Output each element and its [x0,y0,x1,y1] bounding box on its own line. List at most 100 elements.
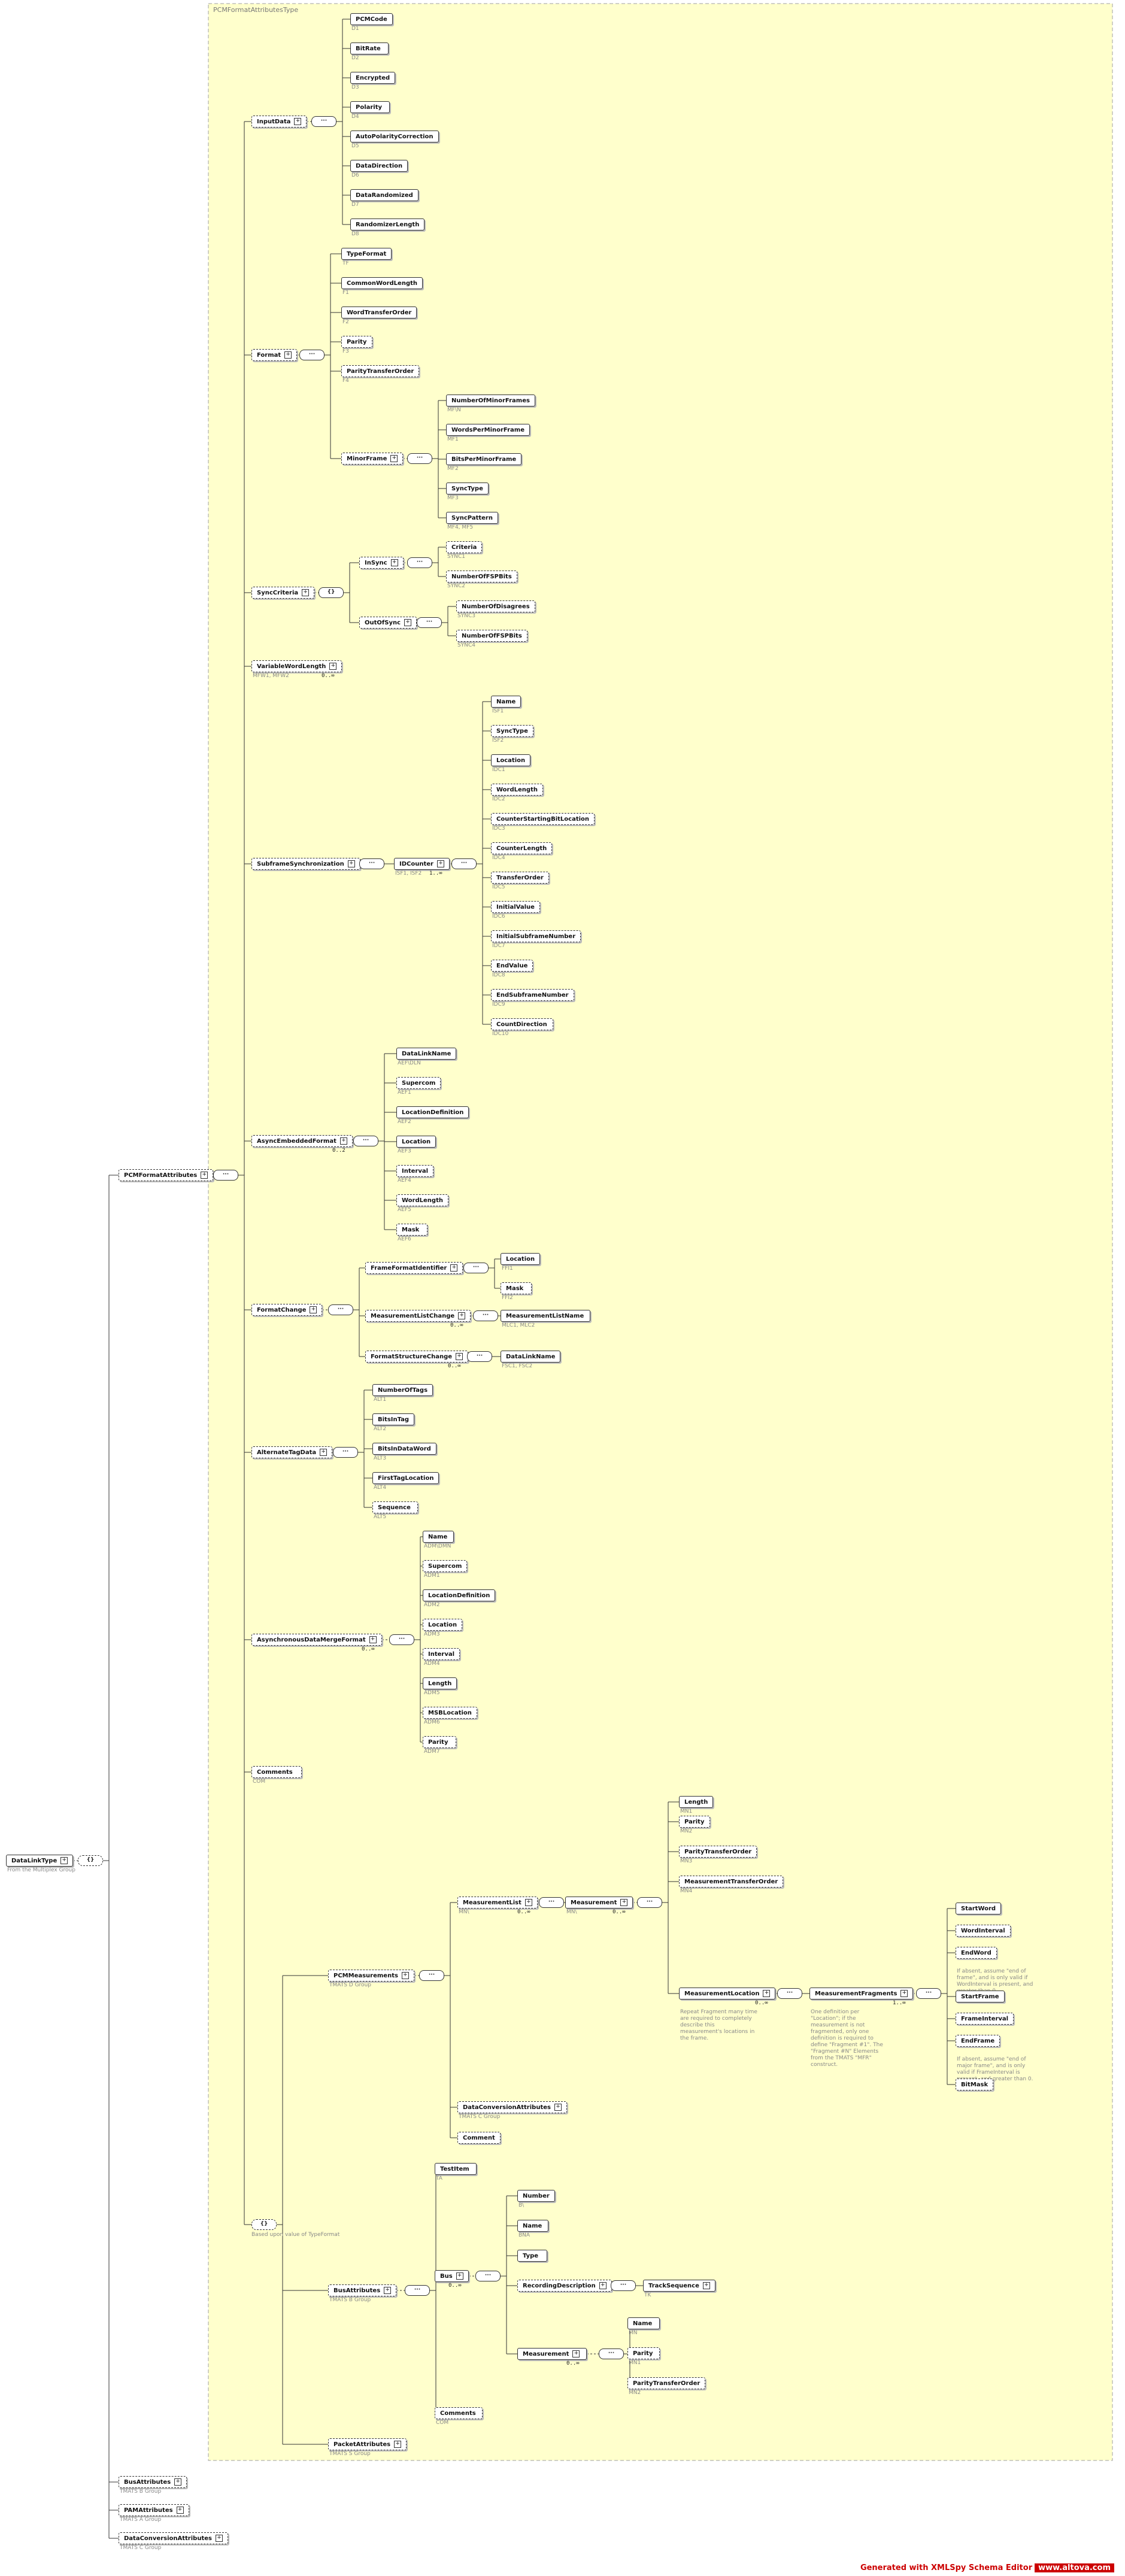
element-mask-ffid-mask[interactable]: Mask [501,1282,532,1294]
element-location-am-loc[interactable]: Location [423,1619,463,1631]
choice-compositor-dlt-choice[interactable]: {} [78,1855,103,1866]
element-test-item-testitem[interactable]: TestItem [435,2163,477,2175]
expand-icon[interactable]: + [554,2104,562,2111]
element-interval-am-interval[interactable]: Interval [423,1648,460,1660]
element-measurement-transfer-order-m-mto[interactable]: MeasurementTransferOrder [679,1876,784,1888]
element-parity-am-parity[interactable]: Parity [423,1736,456,1748]
element-sync-criteria-synccrit[interactable]: SyncCriteria + [251,587,315,599]
expand-icon[interactable]: + [284,351,292,359]
element-end-subframe-number-sf-esfn[interactable]: EndSubframeNumber [491,989,574,1001]
element-sync-pattern-syncpattern[interactable]: SyncPattern [446,512,498,524]
element-word-length-ae-wl[interactable]: WordLength [396,1194,448,1206]
element-end-word-mf-ew[interactable]: EndWord [956,1947,997,1959]
element-auto-polarity-correction-autopol[interactable]: AutoPolarityCorrection [350,131,439,142]
element-words-per-minor-frame-wpm[interactable]: WordsPerMinorFrame [446,424,530,436]
sequence-compositor-outofsync-seq[interactable]: ··· [417,617,442,628]
sequence-compositor-measlist-seq[interactable]: ··· [539,1897,564,1908]
element-asynchronous-data-merge-format-asyncmerge[interactable]: AsynchronousDataMergeFormat + [251,1634,382,1646]
element-supercom-am-super[interactable]: Supercom [423,1560,468,1572]
element-format-change-formatchange[interactable]: FormatChange + [251,1304,323,1316]
element-data-conversion-attributes-dca[interactable]: DataConversionAttributes + [457,2101,567,2113]
element-word-transfer-order-wordto[interactable]: WordTransferOrder [341,307,417,318]
element-number-of-disagrees-ndisagree[interactable]: NumberOfDisagrees [456,600,535,612]
element-parity-transfer-order-parityto[interactable]: ParityTransferOrder [341,365,420,377]
element-measurement-b-meas[interactable]: Measurement + [517,2348,587,2360]
element-pcmcode-pcmcode[interactable]: PCMCode [350,13,393,25]
expand-icon[interactable]: + [176,2507,184,2514]
sequence-compositor-pcmmeas-seq[interactable]: ··· [419,1970,444,1981]
element-parity-transfer-order-bm-pto[interactable]: ParityTransferOrder [627,2377,706,2389]
element-data-conversion-attributes-dcattributes2[interactable]: DataConversionAttributes + [119,2532,228,2544]
element-name-sf-name[interactable]: Name [491,696,521,708]
element-minor-frame-minorframe[interactable]: MinorFrame + [341,453,404,465]
expand-icon[interactable]: + [347,860,355,867]
element-encrypted-encrypted[interactable]: Encrypted [350,72,396,84]
element-end-frame-mf-ef[interactable]: EndFrame [956,2035,1000,2047]
expand-icon[interactable]: + [456,1353,463,1360]
expand-icon[interactable]: + [329,663,337,670]
element-location-definition-ae-locdef[interactable]: LocationDefinition [396,1106,469,1118]
element-type-b-type[interactable]: Type [517,2250,547,2262]
expand-icon[interactable]: + [390,455,398,462]
expand-icon[interactable]: + [369,1636,377,1643]
choice-compositor-synccrit-choice[interactable]: {} [319,587,344,598]
element-sequence-at-seq[interactable]: Sequence [372,1501,418,1513]
element-measurement-list-change-mlc[interactable]: MeasurementListChange + [365,1310,471,1322]
element-location-ae-loc[interactable]: Location [396,1136,436,1148]
element-first-tag-location-at-ftl[interactable]: FirstTagLocation [372,1472,439,1484]
element-recording-description-recdesc[interactable]: RecordingDescription + [517,2280,612,2292]
sequence-compositor-mlc-seq[interactable]: ··· [473,1310,498,1321]
sequence-compositor-asyncmerge-seq[interactable]: ··· [389,1634,414,1645]
sequence-compositor-measurement-seq[interactable]: ··· [637,1897,662,1908]
expand-icon[interactable]: + [215,2535,223,2542]
element-number-of-fspbits-nfspbits2[interactable]: NumberOfFSPBits [456,630,527,642]
element-end-value-sf-end[interactable]: EndValue [491,960,533,972]
element-randomizer-length-randlen[interactable]: RandomizerLength [350,219,425,230]
element-polarity-polarity[interactable]: Polarity [350,101,390,113]
expand-icon[interactable]: + [599,2282,607,2289]
element-data-link-type-dlt[interactable]: DataLinkType + [6,1855,74,1867]
element-bits-per-minor-frame-bpm[interactable]: BitsPerMinorFrame [446,453,522,465]
sequence-compositor-subframe-seq[interactable]: ··· [359,858,384,869]
element-track-sequence-tracksequence[interactable]: TrackSequence + [643,2280,715,2292]
element-name-am-name[interactable]: Name [423,1531,454,1543]
element-variable-word-length-varwl[interactable]: VariableWordLength + [251,660,342,672]
expand-icon[interactable]: + [394,2441,402,2448]
element-frame-interval-mf-fi[interactable]: FrameInterval [956,2013,1014,2025]
element-bit-mask-mf-bm[interactable]: BitMask [956,2079,994,2090]
element-number-of-fspbits-nfspbits[interactable]: NumberOfFSPBits [446,571,517,582]
element-pcmformat-attributes-pcm-attrs[interactable]: PCMFormatAttributes + [119,1169,214,1181]
element-count-direction-sf-cd[interactable]: CountDirection [491,1018,553,1030]
element-bus-attributes-busattrs[interactable]: BusAttributes + [328,2284,397,2296]
expand-icon[interactable]: + [572,2350,580,2357]
expand-icon[interactable]: + [294,118,302,125]
element-input-data-inputdata[interactable]: InputData + [251,116,307,128]
element-pamattributes-pamattributes[interactable]: PAMAttributes + [119,2504,189,2516]
element-bus-attributes-busattributes2[interactable]: BusAttributes + [119,2476,187,2488]
element-word-interval-mf-wi[interactable]: WordInterval [956,1925,1011,1937]
element-packet-attributes-packetattrs[interactable]: PacketAttributes + [328,2438,407,2450]
element-number-b-number[interactable]: Number [517,2190,555,2202]
element-measurement-list-measlist[interactable]: MeasurementList + [457,1897,538,1909]
expand-icon[interactable]: + [524,1899,532,1906]
element-idcounter-idcounter[interactable]: IDCounter + [394,858,450,870]
element-bits-in-tag-at-bits[interactable]: BitsInTag [372,1413,415,1425]
element-transfer-order-sf-to[interactable]: TransferOrder [491,872,549,884]
expand-icon[interactable]: + [456,2272,463,2280]
element-name-b-name[interactable]: Name [517,2220,548,2232]
element-start-word-mf-sw[interactable]: StartWord [956,1903,1002,1914]
element-location-definition-am-locdef[interactable]: LocationDefinition [423,1589,496,1601]
element-bit-rate-bitrate[interactable]: BitRate [350,43,389,54]
element-measurement-fragments-measfrag[interactable]: MeasurementFragments + [809,1988,914,1999]
choice-compositor-pcm-choice[interactable]: {} [251,2219,277,2230]
element-word-length-sf-wl[interactable]: WordLength [491,784,543,796]
expand-icon[interactable]: + [339,1137,347,1145]
element-length-m-length[interactable]: Length [679,1796,714,1808]
element-length-am-len[interactable]: Length [423,1677,457,1689]
element-measurement-list-name-mlc-name[interactable]: MeasurementListName [501,1310,590,1322]
element-pcmmeasurements-pcmmeas[interactable]: PCMMeasurements + [328,1970,414,1982]
sequence-compositor-fsc-seq[interactable]: ··· [467,1351,492,1362]
sequence-compositor-inputdata-seq[interactable]: ··· [311,116,336,127]
expand-icon[interactable]: + [60,1857,68,1864]
sequence-compositor-recdesc-seq[interactable]: ··· [611,2280,636,2291]
